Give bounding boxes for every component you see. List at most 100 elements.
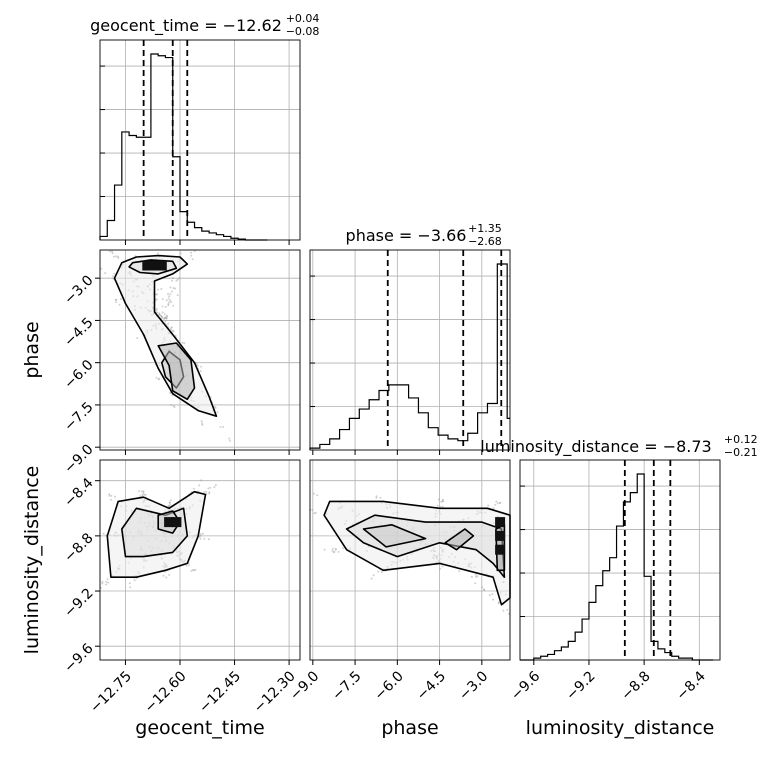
scatter-point-geocent_time-phase-133	[157, 288, 159, 291]
scatter-point-geocent_time-phase-72	[163, 317, 166, 319]
scatter-point-phase-luminosity_distance-75	[370, 577, 373, 580]
scatter-point-geocent_time-phase-61	[172, 304, 175, 307]
scatter-point-geocent_time-luminosity_distance-233	[213, 486, 216, 488]
scatter-point-geocent_time-phase-259	[228, 437, 231, 440]
scatter-point-geocent_time-phase-196	[175, 279, 178, 282]
panel-frame-luminosity_distance-luminosity_distance	[519, 459, 721, 661]
scatter-point-geocent_time-phase-173	[161, 316, 164, 319]
scatter-point-geocent_time-luminosity_distance-139	[202, 491, 205, 494]
scatter-point-geocent_time-luminosity_distance-236	[105, 583, 107, 586]
scatter-point-geocent_time-phase-82	[190, 251, 193, 254]
scatter-point-geocent_time-phase-144	[171, 394, 174, 397]
scatter-point-geocent_time-phase-25	[176, 278, 179, 281]
scatter-point-geocent_time-phase-252	[222, 425, 225, 428]
scatter-point-geocent_time-phase-28	[161, 311, 164, 314]
scatter-point-phase-luminosity_distance-203	[483, 589, 486, 591]
scatter-point-phase-luminosity_distance-237	[380, 571, 383, 574]
scatter-point-geocent_time-phase-114	[213, 405, 216, 408]
tick-label-y-phase-0: −9.0	[61, 442, 96, 477]
title-minus-phase: −2.68	[468, 235, 502, 248]
scatter-point-geocent_time-phase-226	[112, 275, 114, 278]
data-marks	[99, 40, 714, 661]
scatter-point-geocent_time-luminosity_distance-21	[167, 505, 170, 508]
scatter-point-geocent_time-luminosity_distance-175	[214, 484, 217, 486]
tick-marks	[95, 65, 700, 665]
scatter-point-geocent_time-phase-70	[167, 292, 169, 295]
contour-phase-luminosity_distance-2	[362, 524, 427, 548]
tick-label-x-phase-2: −6.0	[372, 668, 407, 703]
title-minus-luminosity_distance: −0.21	[724, 446, 758, 459]
scatter-point-geocent_time-phase-81	[167, 322, 170, 325]
tick-label-y-phase-2: −6.0	[61, 357, 96, 392]
scatter-point-geocent_time-luminosity_distance-173	[110, 498, 113, 501]
scatter-point-geocent_time-luminosity_distance-100	[168, 573, 171, 576]
scatter-point-geocent_time-luminosity_distance-90	[188, 564, 190, 567]
tick-label-x-geocent_time-0: −12.75	[87, 668, 135, 716]
scatter-point-geocent_time-luminosity_distance-157	[194, 568, 197, 571]
scatter-point-phase-luminosity_distance-226	[483, 588, 485, 591]
scatter-point-geocent_time-phase-156	[161, 298, 164, 301]
scatter-point-phase-luminosity_distance-183	[375, 496, 378, 499]
scatter-point-phase-luminosity_distance-115	[492, 507, 495, 510]
scatter-point-phase-luminosity_distance-132	[377, 570, 380, 573]
contour-phase-luminosity_distance-3	[444, 528, 475, 551]
scatter-point-geocent_time-phase-178	[167, 297, 170, 300]
scatter-point-geocent_time-luminosity_distance-30	[101, 582, 104, 585]
scatter-point-phase-luminosity_distance-143	[470, 575, 473, 578]
scatter-point-geocent_time-luminosity_distance-243	[162, 574, 165, 577]
scatter-point-geocent_time-phase-201	[115, 301, 118, 304]
scatter-point-geocent_time-phase-105	[169, 327, 172, 330]
scatter-point-phase-luminosity_distance-165	[333, 550, 336, 553]
scatter-point-geocent_time-luminosity_distance-217	[128, 582, 131, 585]
scatter-point-phase-luminosity_distance-89	[313, 512, 316, 515]
scatter-point-geocent_time-phase-236	[164, 320, 167, 323]
dense-cell-phase-luminosity_distance-0	[495, 517, 506, 528]
scatter-point-geocent_time-phase-186	[160, 288, 163, 290]
scatter-point-geocent_time-phase-31	[169, 286, 172, 289]
tick-label-y-phase-3: −4.5	[61, 315, 96, 350]
scatter-point-geocent_time-phase-135	[155, 308, 158, 310]
scatter-point-phase-luminosity_distance-232	[334, 547, 337, 550]
scatter-point-phase-luminosity_distance-88	[441, 500, 444, 503]
scatter-point-phase-luminosity_distance-196	[476, 575, 479, 578]
axis-label-x-luminosity_distance: luminosity_distance	[526, 717, 715, 739]
axis-label-x-phase: phase	[381, 717, 438, 739]
scatter-point-geocent_time-phase-8	[165, 317, 168, 320]
scatter-point-phase-luminosity_distance-206	[481, 586, 484, 589]
title-plus-phase: +1.35	[468, 222, 502, 235]
scatter-point-geocent_time-phase-215	[136, 337, 139, 340]
scatter-point-geocent_time-phase-145	[172, 330, 175, 333]
scatter-point-geocent_time-phase-109	[200, 420, 203, 423]
scatter-point-geocent_time-luminosity_distance-119	[129, 586, 132, 589]
scatter-point-geocent_time-phase-193	[119, 298, 122, 300]
scatter-point-phase-luminosity_distance-249	[499, 501, 502, 504]
scatter-point-phase-luminosity_distance-156	[496, 502, 499, 505]
scatter-point-geocent_time-luminosity_distance-192	[108, 494, 111, 497]
tick-label-x-luminosity_distance-3: −8.4	[674, 668, 709, 703]
contour-geocent_time-phase-3	[157, 342, 196, 401]
title-plus-luminosity_distance: +0.12	[724, 433, 758, 446]
scatter-point-geocent_time-phase-153	[170, 301, 173, 304]
scatter-point-phase-luminosity_distance-56	[440, 500, 443, 503]
scatter-point-phase-luminosity_distance-97	[488, 594, 491, 597]
scatter-point-geocent_time-luminosity_distance-59	[199, 534, 202, 537]
scatter-point-phase-luminosity_distance-45	[332, 551, 335, 554]
scatter-point-geocent_time-luminosity_distance-104	[200, 479, 202, 482]
scatter-point-geocent_time-phase-66	[170, 328, 173, 331]
scatter-point-geocent_time-luminosity_distance-182	[190, 569, 193, 572]
title-minus-geocent_time: −0.08	[286, 25, 320, 38]
scatter-point-geocent_time-luminosity_distance-251	[208, 492, 211, 495]
tick-label-x-luminosity_distance-2: −8.8	[618, 668, 653, 703]
scatter-point-geocent_time-phase-18	[111, 252, 114, 255]
scatter-point-geocent_time-luminosity_distance-111	[203, 537, 206, 540]
scatter-point-phase-luminosity_distance-197	[375, 495, 378, 498]
scatter-point-geocent_time-luminosity_distance-102	[105, 580, 108, 583]
scatter-point-phase-luminosity_distance-190	[502, 609, 505, 612]
panel-bg-geocent_time-geocent_time	[100, 40, 300, 240]
scatter-point-geocent_time-luminosity_distance-112	[165, 576, 168, 579]
tick-label-y-luminosity_distance-2: −8.8	[61, 530, 96, 565]
scatter-point-geocent_time-phase-248	[155, 298, 158, 301]
scatter-point-geocent_time-luminosity_distance-145	[100, 586, 102, 589]
scatter-point-geocent_time-phase-117	[195, 363, 198, 366]
